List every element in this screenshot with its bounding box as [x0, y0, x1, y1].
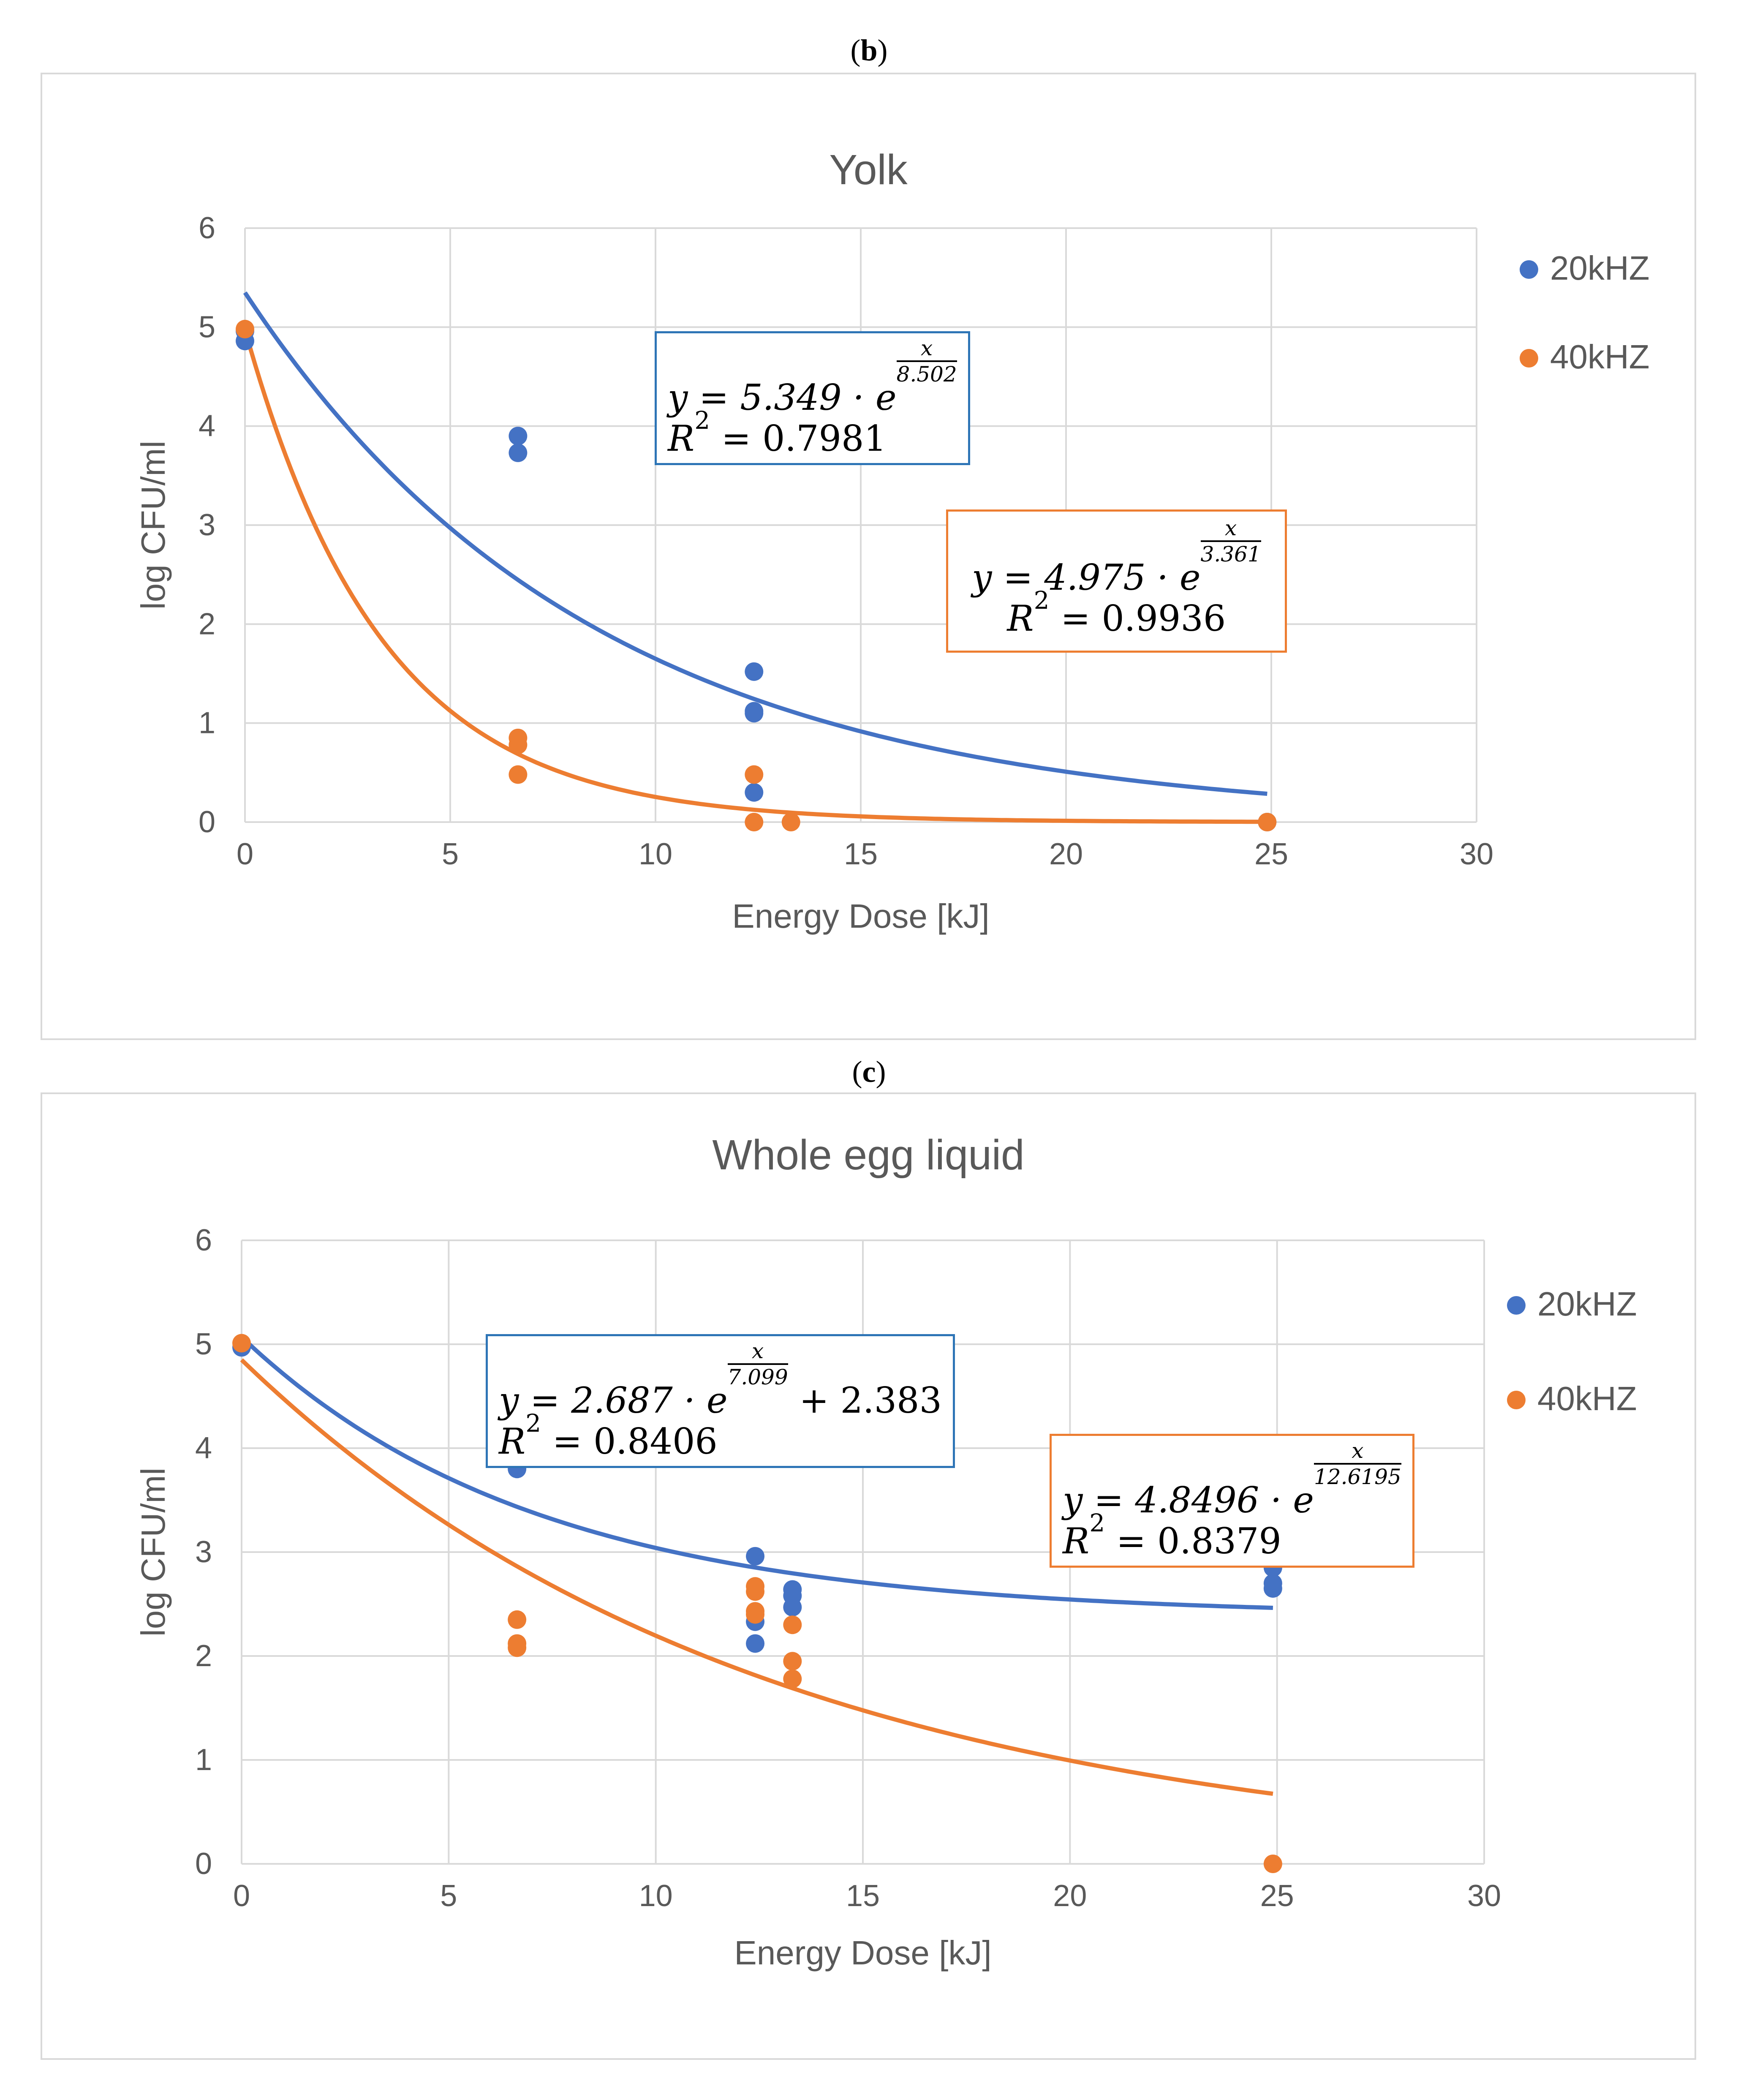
- data-point-20khz: [746, 1634, 765, 1653]
- equation-line: y = 4.975 · e x 3.361: [972, 516, 1261, 599]
- x-tick-label: 15: [844, 837, 878, 871]
- y-tick-label: 4: [195, 1431, 212, 1465]
- data-point-40khz: [508, 1638, 527, 1657]
- data-point-40khz: [783, 1615, 802, 1634]
- y-tick-label: 6: [195, 1223, 212, 1257]
- data-point-40khz: [783, 1670, 802, 1689]
- y-tick-label: 1: [199, 706, 215, 740]
- equation-line: y = 2.687 · e x 7.099 + 2.383: [499, 1339, 942, 1422]
- data-point-40khz: [509, 765, 528, 784]
- r-squared-line: R2 = 0.7981: [668, 406, 887, 459]
- x-tick-label: 30: [1467, 1879, 1501, 1913]
- panel-label-b: (b): [850, 33, 888, 67]
- data-point-20khz: [745, 662, 764, 681]
- trendline-20khz: [240, 1335, 1273, 1610]
- x-tick-label: 25: [1260, 1879, 1294, 1913]
- r-squared-line: R2 = 0.8379: [1063, 1508, 1281, 1562]
- data-point-40khz: [783, 1652, 802, 1671]
- data-point-40khz: [745, 813, 764, 831]
- y-axis-label: log CFU/ml: [134, 441, 172, 610]
- x-tick-label: 15: [846, 1879, 880, 1913]
- r-squared-line: R2 = 0.8406: [499, 1408, 718, 1462]
- chart-title: Yolk: [829, 146, 908, 193]
- data-point-20khz: [783, 1598, 802, 1617]
- trendline-40khz: [240, 1358, 1273, 1796]
- yolk-chart: 0 1 2 3 4 5 6 0 5 10 15 20 25 30 Yolk Energy Dose [kJ] l…: [134, 146, 1650, 935]
- data-point-40khz: [236, 320, 254, 339]
- yolk-chart-frame: 0 1 2 3 4 5 6 0 5 10 15 20 25 30 Yolk Energy Dose [kJ] l…: [41, 73, 1696, 1040]
- whole-egg-40khz-equation-box: y = 4.8496 · e x 12.6195 R2 = 0.8379: [1050, 1434, 1414, 1568]
- y-tick-label: 1: [195, 1743, 212, 1777]
- trendline-20khz: [243, 291, 1267, 796]
- x-tick-label: 20: [1049, 837, 1083, 871]
- x-axis-label: Energy Dose [kJ]: [732, 897, 989, 935]
- data-point-40khz: [745, 765, 764, 784]
- legend-label-20khz: 20kHZ: [1550, 249, 1650, 287]
- yolk-40khz-equation-box: y = 4.975 · e x 3.361 R2 = 0.9936: [946, 509, 1287, 653]
- y-tick-label: 5: [199, 310, 215, 344]
- legend-marker-20khz: [1520, 260, 1538, 279]
- data-point-40khz: [746, 1582, 765, 1601]
- x-tick-label: 0: [233, 1879, 250, 1913]
- yolk-20khz-equation-box: y = 5.349 · e x 8.502 R2 = 0.7981: [655, 331, 970, 466]
- legend-label-20khz: 20kHZ: [1537, 1285, 1637, 1323]
- data-point-20khz: [745, 783, 764, 802]
- x-tick-label: 5: [442, 837, 459, 871]
- y-tick-label: 3: [199, 508, 215, 542]
- whole-egg-20khz-equation-box: y = 2.687 · e x 7.099 + 2.383 R2 = 0.8406: [486, 1334, 955, 1468]
- data-point-20khz: [1263, 1579, 1282, 1598]
- trendline-40khz: [243, 329, 1267, 824]
- x-tick-label: 5: [440, 1879, 457, 1913]
- x-tick-label: 25: [1254, 837, 1288, 871]
- data-point-40khz: [232, 1334, 251, 1353]
- y-tick-label: 2: [199, 607, 215, 641]
- data-point-20khz: [509, 443, 528, 462]
- y-tick-label: 6: [199, 211, 215, 245]
- panel-label-c: (c): [852, 1055, 886, 1089]
- legend-label-40khz: 40kHZ: [1550, 338, 1650, 376]
- r-squared-line: R2 = 0.9936: [1007, 586, 1226, 639]
- data-point-40khz: [1263, 1855, 1282, 1873]
- data-point-20khz: [509, 427, 528, 446]
- x-tick-label: 10: [639, 1879, 673, 1913]
- x-tick-label: 20: [1053, 1879, 1087, 1913]
- legend-label-40khz: 40kHZ: [1537, 1380, 1637, 1417]
- legend-marker-40khz: [1507, 1391, 1526, 1409]
- y-tick-label: 4: [199, 409, 215, 443]
- data-point-40khz: [508, 1610, 527, 1629]
- equation-line: y = 5.349 · e x 8.502: [668, 336, 957, 419]
- legend-marker-20khz: [1507, 1296, 1526, 1315]
- y-tick-label: 3: [195, 1535, 212, 1569]
- y-tick-label: 0: [199, 805, 215, 839]
- data-point-40khz: [509, 735, 528, 754]
- data-point-20khz: [746, 1547, 765, 1566]
- data-point-40khz: [781, 813, 800, 831]
- equation-line: y = 4.8496 · e x 12.6195: [1063, 1438, 1401, 1521]
- data-point-40khz: [1258, 813, 1277, 831]
- y-axis-label: log CFU/ml: [134, 1468, 172, 1637]
- x-axis-label: Energy Dose [kJ]: [734, 1934, 991, 1972]
- x-tick-label: 30: [1460, 837, 1493, 871]
- y-tick-label: 0: [195, 1847, 212, 1881]
- data-point-20khz: [745, 704, 764, 723]
- chart-title: Whole egg liquid: [712, 1131, 1024, 1179]
- data-point-40khz: [746, 1605, 765, 1624]
- whole-egg-chart: 0 1 2 3 4 5 6 0 5 10 15 20 25 30 Whole egg liquid Energ…: [134, 1131, 1637, 1972]
- legend-marker-40khz: [1520, 349, 1538, 368]
- y-tick-label: 2: [195, 1639, 212, 1673]
- x-tick-label: 0: [237, 837, 253, 871]
- y-tick-label: 5: [195, 1327, 212, 1361]
- whole-egg-chart-frame: 0 1 2 3 4 5 6 0 5 10 15 20 25 30 Whole egg liquid Energ…: [41, 1092, 1696, 2060]
- x-tick-label: 10: [639, 837, 672, 871]
